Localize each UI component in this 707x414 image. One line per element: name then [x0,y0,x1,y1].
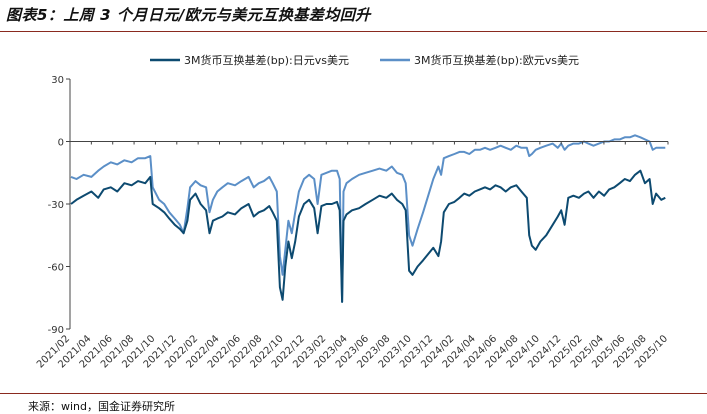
legend-label-0: 3M货币互换基差(bp):日元vs美元 [184,53,349,67]
series-line-1 [70,134,666,303]
footer-rule [0,393,707,394]
y-tick-label: -90 [48,325,64,336]
series-layer [70,134,666,303]
y-tick-label: 0 [58,138,64,149]
x-axis: 2021/022021/042021/062021/082021/102021/… [35,141,670,370]
legend-label-1: 3M货币互换基差(bp):欧元vs美元 [414,53,579,67]
y-tick-label: -30 [48,200,64,211]
y-tick-label: -60 [48,263,64,274]
source-note: 来源：wind，国金证券研究所 [28,400,176,413]
y-axis: 30 0 -30 -60 -90 [48,75,71,336]
title-rule [0,31,707,32]
legend: 3M货币互换基差(bp):日元vs美元 3M货币互换基差(bp):欧元vs美元 [150,53,579,67]
line-chart: 3M货币互换基差(bp):日元vs美元 3M货币互换基差(bp):欧元vs美元 3… [35,53,670,370]
y-tick-label: 30 [51,75,64,86]
chart-title: 图表5：上周 3 个月日元/欧元与美元互换基差均回升 [6,6,371,24]
series-line-0 [70,169,666,303]
